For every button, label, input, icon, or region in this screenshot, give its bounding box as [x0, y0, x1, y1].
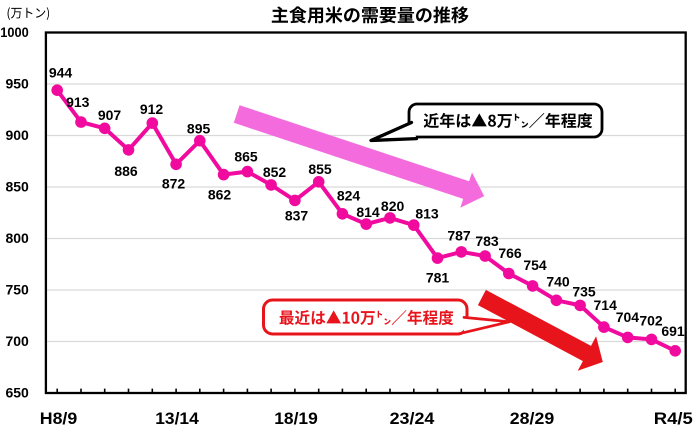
svg-text:28/29: 28/29 — [510, 409, 554, 428]
svg-text:735: 735 — [572, 284, 596, 300]
svg-text:23/24: 23/24 — [390, 409, 435, 428]
svg-text:837: 837 — [285, 207, 309, 223]
svg-text:900: 900 — [5, 127, 29, 143]
svg-text:740: 740 — [546, 274, 570, 290]
svg-text:944: 944 — [49, 65, 73, 81]
svg-text:714: 714 — [594, 297, 618, 313]
svg-text:895: 895 — [187, 121, 211, 137]
svg-text:913: 913 — [66, 94, 90, 110]
svg-text:824: 824 — [337, 187, 361, 203]
svg-text:886: 886 — [114, 163, 138, 179]
svg-text:H8/9: H8/9 — [40, 409, 78, 428]
svg-text:814: 814 — [356, 204, 380, 220]
svg-text:872: 872 — [162, 175, 186, 191]
svg-text:750: 750 — [5, 281, 29, 297]
svg-text:18/19: 18/19 — [274, 409, 318, 428]
svg-text:R4/5: R4/5 — [654, 409, 693, 428]
svg-text:820: 820 — [381, 198, 405, 214]
svg-text:907: 907 — [98, 107, 122, 123]
svg-text:813: 813 — [415, 206, 439, 222]
svg-text:850: 850 — [5, 178, 29, 194]
svg-text:13/14: 13/14 — [155, 409, 199, 428]
svg-text:787: 787 — [447, 228, 471, 244]
svg-text:912: 912 — [140, 101, 164, 117]
svg-text:766: 766 — [498, 245, 522, 261]
svg-text:783: 783 — [475, 233, 499, 249]
svg-text:862: 862 — [208, 187, 232, 203]
svg-text:702: 702 — [639, 312, 663, 328]
svg-text:1000: 1000 — [0, 24, 29, 40]
svg-text:754: 754 — [523, 257, 547, 273]
svg-text:852: 852 — [263, 164, 287, 180]
svg-text:865: 865 — [234, 149, 258, 165]
svg-text:700: 700 — [5, 333, 29, 349]
svg-text:855: 855 — [308, 161, 332, 177]
svg-text:950: 950 — [5, 75, 29, 91]
svg-text:704: 704 — [616, 309, 640, 325]
svg-text:781: 781 — [426, 270, 450, 286]
svg-text:800: 800 — [5, 230, 29, 246]
svg-text:650: 650 — [5, 384, 29, 400]
svg-text:691: 691 — [661, 323, 685, 339]
